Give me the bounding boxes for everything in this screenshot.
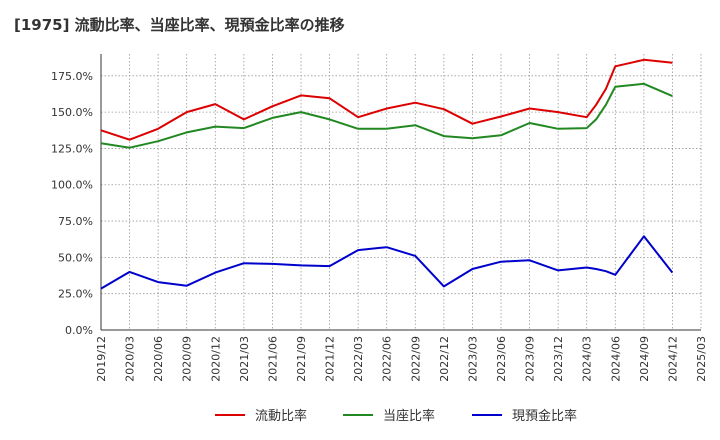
x-tick-label: 2020/09: [181, 336, 194, 382]
x-tick-label: 2024/09: [638, 336, 651, 382]
x-tick-label: 2023/09: [524, 336, 537, 382]
series-line-2: [100, 82, 673, 149]
x-tick-label: 2020/12: [209, 336, 222, 382]
legend-label-2: 当座比率: [383, 408, 435, 424]
x-tick-label: 2024/12: [666, 336, 679, 382]
legend-label-3: 現預金比率: [512, 408, 577, 424]
legend: 流動比率 当座比率 現預金比率: [215, 408, 577, 424]
chart-title: [1975] 流動比率、当座比率、現預金比率の推移: [14, 16, 345, 34]
y-tick-label: 100.0%: [51, 179, 93, 192]
x-tick-label: 2020/03: [124, 336, 137, 382]
axis-layer: 2019/12 2020/03 2020/06 2020/09 2020/12 2021/…: [51, 54, 708, 382]
x-tick-label: 2023/06: [495, 336, 508, 382]
x-tick-label: 2020/06: [152, 336, 165, 382]
x-tick-label: 2021/03: [238, 336, 251, 382]
x-tick-label: 2021/12: [324, 336, 337, 382]
legend-label-1: 流動比率: [255, 408, 307, 424]
y-tick-label: 150.0%: [51, 106, 93, 119]
series-line-3: [100, 235, 674, 290]
x-tick-label: 2024/06: [609, 336, 622, 382]
series-line-1: [100, 58, 673, 141]
y-tick-label: 25.0%: [58, 288, 93, 301]
x-tick-label: 2022/06: [381, 336, 394, 382]
y-tick-label: 125.0%: [51, 142, 93, 155]
x-tick-label: 2019/12: [95, 336, 108, 382]
x-tick-label: 2023/03: [466, 336, 479, 382]
x-tick-label: 2022/12: [438, 336, 451, 382]
x-tick-label: 2025/03: [695, 336, 708, 382]
x-tick-label: 2021/06: [266, 336, 279, 382]
y-tick-label: 75.0%: [58, 215, 93, 228]
y-tick-label: 175.0%: [51, 70, 93, 83]
x-tick-label: 2022/03: [352, 336, 365, 382]
x-tick-label: 2022/09: [409, 336, 422, 382]
x-tick-label: 2024/03: [581, 336, 594, 382]
series-layer: [100, 58, 674, 290]
grid-layer: [100, 54, 702, 330]
x-tick-label: 2023/12: [552, 336, 565, 382]
y-tick-label: 0.0%: [65, 324, 93, 337]
y-tick-label: 50.0%: [58, 251, 93, 264]
x-tick-label: 2021/09: [295, 336, 308, 382]
plot-area: [101, 54, 701, 330]
